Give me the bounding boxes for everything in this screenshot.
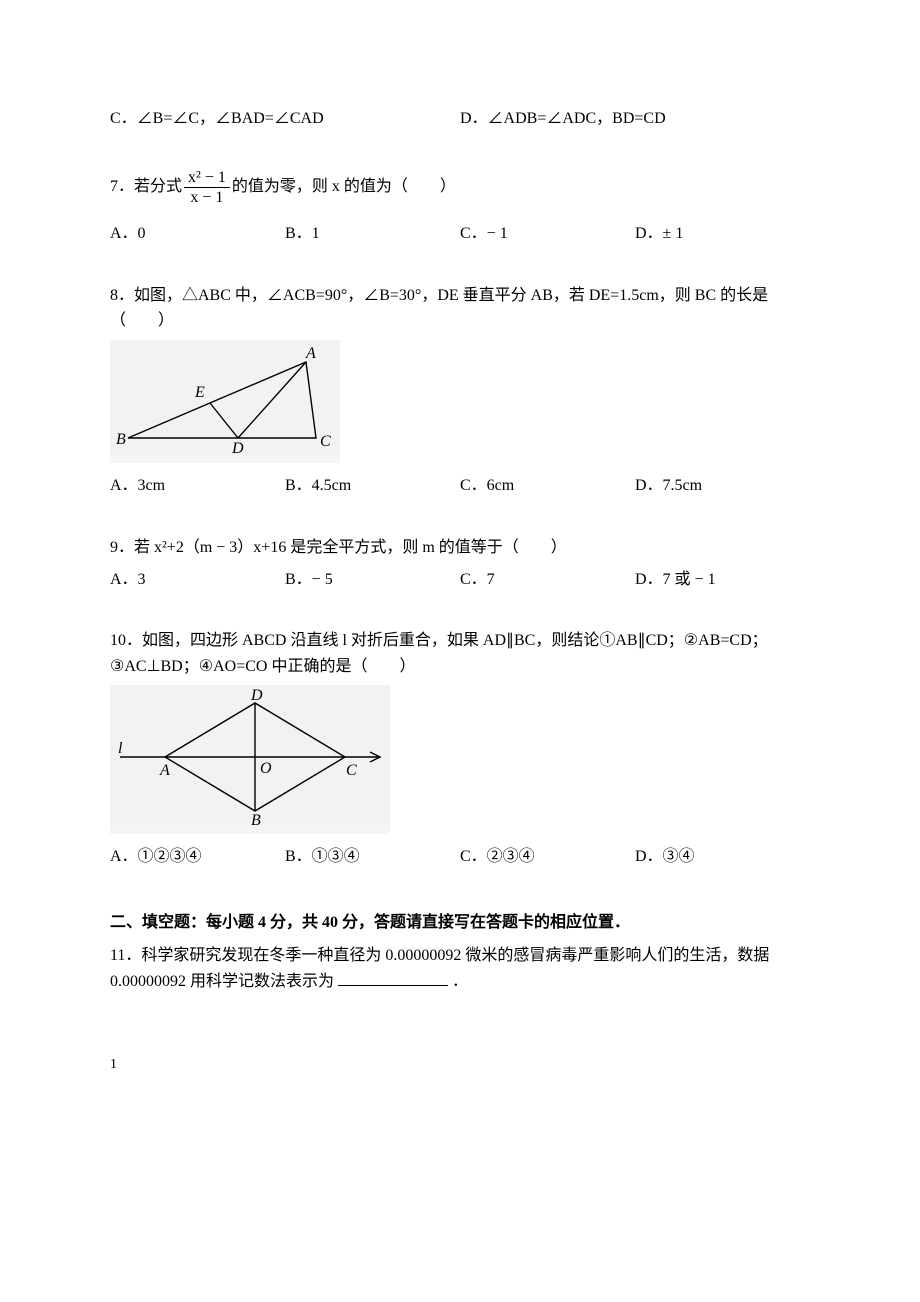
q9-opt-d: D．7 或 − 1 — [635, 567, 810, 593]
q10-opt-c: C．②③④ — [460, 844, 635, 870]
q7-frac-den: x − 1 — [184, 188, 230, 207]
q10-label-l: l — [118, 740, 123, 757]
q8-label-C: C — [320, 433, 331, 450]
q11-blank — [338, 969, 448, 986]
q7-stem-before: 7．若分式 — [110, 174, 182, 200]
q8: 8．如图，△ABC 中，∠ACB=90°，∠B=30°，DE 垂直平分 AB，若… — [110, 283, 810, 499]
q8-label-B: B — [116, 431, 126, 448]
q8-opt-a: A．3cm — [110, 473, 285, 499]
q7-opt-c: C．− 1 — [460, 221, 635, 247]
q10-stem: 10．如图，四边形 ABCD 沿直线 l 对折后重合，如果 AD∥BC，则结论①… — [110, 628, 810, 679]
q8-stem: 8．如图，△ABC 中，∠ACB=90°，∠B=30°，DE 垂直平分 AB，若… — [110, 283, 810, 334]
q8-label-E: E — [194, 384, 205, 401]
q7-stem: 7．若分式 x² − 1 x − 1 的值为零，则 x 的值为（ ） — [110, 168, 810, 207]
page-number: 1 — [110, 1054, 810, 1076]
q11-text-after: ． — [452, 973, 468, 990]
q10-label-A: A — [159, 762, 170, 779]
q8-label-D: D — [231, 440, 244, 455]
q8-opt-b: B．4.5cm — [285, 473, 460, 499]
q11: 11．科学家研究发现在冬季一种直径为 0.00000092 微米的感冒病毒严重影… — [110, 943, 810, 994]
q7-frac-num: x² − 1 — [184, 168, 230, 188]
q10-label-D: D — [250, 687, 263, 704]
q10-opt-d: D．③④ — [635, 844, 810, 870]
q9-stem: 9．若 x²+2（m − 3）x+16 是完全平方式，则 m 的值等于（ ） — [110, 535, 810, 561]
q8-opt-d: D．7.5cm — [635, 473, 810, 499]
q8-options: A．3cm B．4.5cm C．6cm D．7.5cm — [110, 473, 810, 499]
q10-label-O: O — [260, 760, 272, 777]
q9: 9．若 x²+2（m − 3）x+16 是完全平方式，则 m 的值等于（ ） A… — [110, 535, 810, 592]
q10-label-B: B — [251, 812, 261, 825]
q6-tail-options: C．∠B=∠C，∠BAD=∠CAD D．∠ADB=∠ADC，BD=CD — [110, 106, 810, 132]
q6-opt-c: C．∠B=∠C，∠BAD=∠CAD — [110, 106, 460, 132]
q9-opt-c: C．7 — [460, 567, 635, 593]
q7: 7．若分式 x² − 1 x − 1 的值为零，则 x 的值为（ ） A．0 B… — [110, 168, 810, 247]
section2-heading: 二、填空题：每小题 4 分，共 40 分，答题请直接写在答题卡的相应位置． — [110, 910, 810, 936]
q6-options-row: C．∠B=∠C，∠BAD=∠CAD D．∠ADB=∠ADC，BD=CD — [110, 106, 810, 132]
q10-options: A．①②③④ B．①③④ C．②③④ D．③④ — [110, 844, 810, 870]
q7-opt-b: B．1 — [285, 221, 460, 247]
q10-figure: l A D C B O — [110, 685, 390, 834]
q6-opt-d: D．∠ADB=∠ADC，BD=CD — [460, 106, 810, 132]
q10-opt-b: B．①③④ — [285, 844, 460, 870]
q10-label-C: C — [346, 762, 357, 779]
q9-opt-a: A．3 — [110, 567, 285, 593]
q7-opt-d: D．± 1 — [635, 221, 810, 247]
q7-stem-after: 的值为零，则 x 的值为（ ） — [232, 174, 456, 200]
q9-opt-b: B．− 5 — [285, 567, 460, 593]
q10: 10．如图，四边形 ABCD 沿直线 l 对折后重合，如果 AD∥BC，则结论①… — [110, 628, 810, 869]
q10-opt-a: A．①②③④ — [110, 844, 285, 870]
q7-opt-a: A．0 — [110, 221, 285, 247]
q9-options: A．3 B．− 5 C．7 D．7 或 − 1 — [110, 567, 810, 593]
q8-opt-c: C．6cm — [460, 473, 635, 499]
q8-figure: A B C D E — [110, 340, 340, 464]
q7-options: A．0 B．1 C．− 1 D．± 1 — [110, 221, 810, 247]
q7-fraction: x² − 1 x − 1 — [184, 168, 230, 207]
q8-label-A: A — [305, 345, 316, 362]
